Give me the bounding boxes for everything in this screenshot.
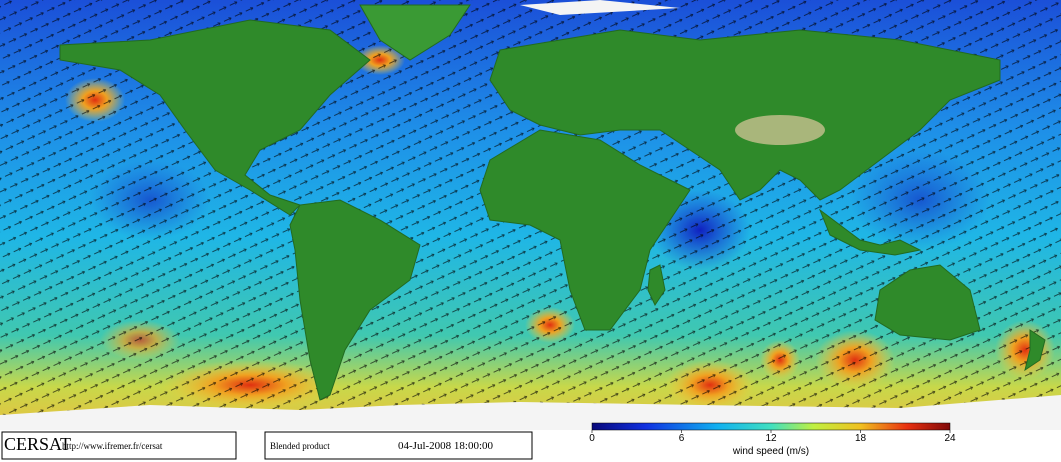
footer: CERSAT http://www.ifremer.fr/cersat Blen… <box>0 422 1061 462</box>
africa <box>479 129 691 331</box>
product-label: Blended product <box>270 441 330 451</box>
logo-name: CERSAT <box>4 434 71 454</box>
colorbar-ticks: 0 6 12 18 24 <box>589 430 956 444</box>
colorbar-tick-label: 0 <box>589 433 595 444</box>
indonesia <box>818 208 922 256</box>
continents <box>59 4 1046 401</box>
greenland <box>359 4 471 61</box>
logo-box <box>1 431 237 460</box>
south-america <box>289 199 421 401</box>
colorbar-tick-label: 12 <box>765 433 777 444</box>
eurasia <box>489 29 1001 201</box>
australia <box>874 264 981 341</box>
logo-url: http://www.ifremer.fr/cersat <box>62 441 163 451</box>
colorbar-label: wind speed (m/s) <box>732 446 809 457</box>
product-box <box>264 431 533 460</box>
colorbar-tick-label: 18 <box>855 433 867 444</box>
timestamp: 04-Jul-2008 18:00:00 <box>398 440 494 452</box>
madagascar <box>647 264 666 307</box>
tibet <box>735 115 825 145</box>
arctic-ice <box>520 0 680 15</box>
colorbar-tick-label: 24 <box>944 433 956 444</box>
colorbar-tick-label: 6 <box>679 433 685 444</box>
map-area <box>0 0 1061 430</box>
new-zealand <box>1024 329 1046 372</box>
colorbar <box>591 422 951 431</box>
antarctica <box>0 395 1061 430</box>
